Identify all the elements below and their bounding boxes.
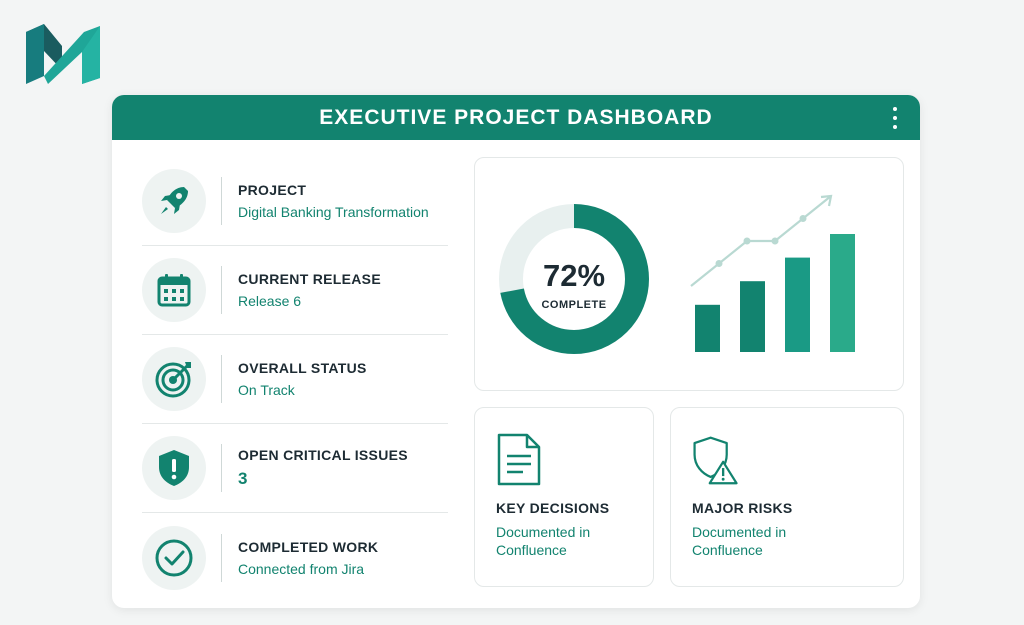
progress-chart-panel: 72% COMPLETE xyxy=(474,157,904,391)
trend-arrow xyxy=(820,194,833,207)
trend-line xyxy=(690,195,832,287)
summary-row-status: OVERALL STATUS On Track xyxy=(142,335,448,424)
major-risks-card[interactable]: MAJOR RISKS Documented in Confluence xyxy=(670,407,904,587)
project-label: PROJECT xyxy=(238,182,307,198)
key-decisions-title: KEY DECISIONS xyxy=(496,500,610,516)
summary-row-release: CURRENT RELEASE Release 6 xyxy=(142,246,448,335)
bar-2 xyxy=(740,281,765,352)
summary-row-work: COMPLETED WORK Connected from Jira xyxy=(142,513,448,602)
rocket-icon xyxy=(142,169,206,233)
key-decisions-subtitle: Documented in Confluence xyxy=(496,524,591,558)
shield-warning-icon xyxy=(693,436,738,485)
summary-row-project: PROJECT Digital Banking Transformation xyxy=(142,157,448,246)
trend-point-2 xyxy=(743,237,751,245)
trend-point-1 xyxy=(715,260,723,267)
major-risks-subtitle: Documented in Confluence xyxy=(692,524,787,558)
brand-logo xyxy=(26,24,100,84)
progress-arc xyxy=(499,204,649,354)
target-icon xyxy=(142,347,206,411)
trend-point-4 xyxy=(799,215,807,222)
status-label: OVERALL STATUS xyxy=(238,360,367,376)
key-decisions-card[interactable]: KEY DECISIONS Documented in Confluence xyxy=(474,407,654,587)
dashboard-title: EXECUTIVE PROJECT DASHBOARD xyxy=(319,105,713,129)
status-value: On Track xyxy=(238,382,295,398)
progress-percent: 72% xyxy=(542,258,606,293)
bar-4 xyxy=(830,234,855,352)
work-label: COMPLETED WORK xyxy=(238,538,379,555)
summary-row-issues: OPEN CRITICAL ISSUES 3 xyxy=(142,424,448,513)
trend-point-3 xyxy=(771,237,779,245)
project-value: Digital Banking Transformation xyxy=(238,204,429,220)
calendar-icon xyxy=(142,258,206,322)
bar-1 xyxy=(695,304,720,352)
trend-bar-chart xyxy=(690,194,855,352)
release-value: Release 6 xyxy=(238,293,302,309)
progress-donut xyxy=(499,204,649,354)
issues-label: OPEN CRITICAL ISSUES xyxy=(238,447,408,463)
work-value: Connected from Jira xyxy=(238,560,365,577)
dashboard-header: EXECUTIVE PROJECT DASHBOARD xyxy=(112,95,920,140)
summary-list: PROJECT Digital Banking Transformation xyxy=(142,157,448,602)
progress-label: COMPLETE xyxy=(541,299,607,311)
dashboard-card: EXECUTIVE PROJECT DASHBOARD PROJECT Digi… xyxy=(112,95,920,608)
shield-alert-icon xyxy=(142,436,206,500)
bar-3 xyxy=(785,257,810,352)
issues-value: 3 xyxy=(238,469,248,488)
check-circle-icon xyxy=(142,525,206,590)
release-label: CURRENT RELEASE xyxy=(238,271,381,287)
document-icon xyxy=(497,433,541,486)
vertical-dots-icon[interactable] xyxy=(888,107,902,129)
major-risks-title: MAJOR RISKS xyxy=(692,500,793,516)
